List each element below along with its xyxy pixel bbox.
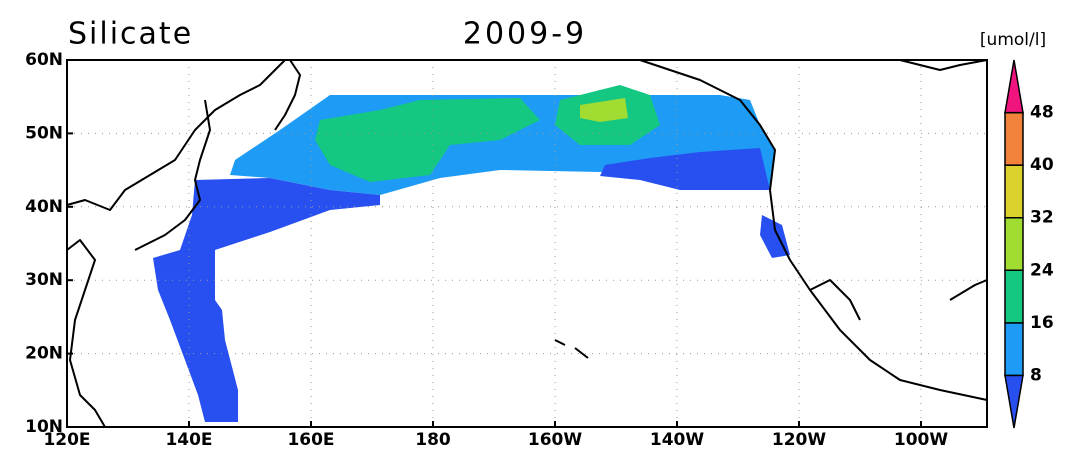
lat-tick-label: 60N [25,50,63,70]
coastline [554,339,589,359]
coastline [274,59,301,131]
coastline [66,59,286,211]
region [153,178,380,422]
region [760,215,790,258]
lon-tick-label: 140W [650,430,704,450]
lat-tick-label: 20N [25,344,63,364]
colorbar-label: 48 [1030,103,1054,123]
colorbar-label: 32 [1030,208,1054,228]
subtitle: 2009-9 [463,17,587,52]
lon-tick-label: 120E [43,430,90,450]
coastline [66,239,106,428]
coastline [134,99,211,251]
lon-tick-label: 160W [528,430,582,450]
coastline [949,279,988,301]
lon-tick-label: 140E [165,430,212,450]
colorbar-segment [1004,216,1024,272]
region [580,98,628,122]
map-frame [66,59,988,428]
lon-tick-label: 160E [287,430,334,450]
colorbar-label: 16 [1030,313,1054,333]
lon-tick-label: 100W [894,430,948,450]
colorbar-segment [1004,374,1024,429]
title: Silicate [68,17,193,52]
lat-tick-label: 40N [25,197,63,217]
colorbar-segment [1004,111,1024,166]
region [315,98,540,182]
lon-tick-label: 180 [415,430,451,450]
units: [umol/l] [980,30,1046,50]
colorbar-label: 24 [1030,260,1054,280]
lat-tick-label: 10N [25,417,63,437]
lon-tick-label: 120W [772,430,826,450]
lat-tick-label: 50N [25,123,63,143]
colorbar-segment [1004,269,1024,324]
field [153,85,790,422]
lat-tick-label: 30N [25,270,63,290]
coastline [899,59,988,71]
coastlines [66,59,988,428]
colorbar-label: 40 [1030,155,1054,175]
coastline [639,59,988,401]
colorbar-segment [1004,164,1024,219]
colorbar-label: 8 [1030,365,1042,385]
coastline [809,279,861,321]
colorbar-segment [1004,322,1024,377]
colorbar-segment [1004,59,1024,114]
region [600,148,770,190]
